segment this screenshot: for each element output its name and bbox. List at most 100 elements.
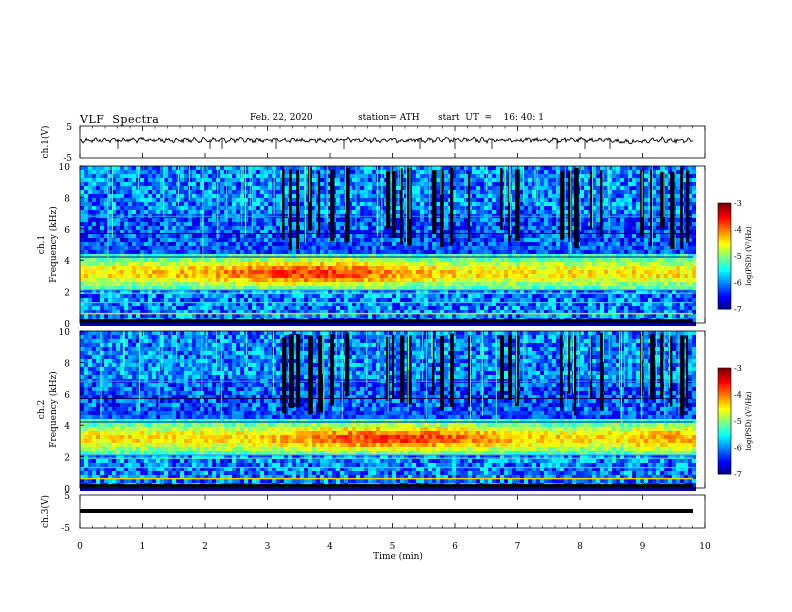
ch1-cell bbox=[540, 202, 544, 206]
ch1-cell bbox=[512, 294, 516, 298]
ch1-cell bbox=[412, 222, 416, 226]
ch1-cell bbox=[564, 278, 568, 282]
ch1-cell bbox=[496, 222, 500, 226]
ch1-cell bbox=[244, 194, 248, 198]
ch1-cell bbox=[92, 202, 96, 206]
ch1-cell bbox=[524, 234, 528, 238]
ch1-cell bbox=[252, 190, 256, 194]
ch1-cell bbox=[100, 306, 104, 310]
ch1-cell bbox=[200, 222, 204, 226]
ch1-cell bbox=[452, 298, 456, 302]
ch1-cell bbox=[300, 178, 304, 182]
ch1-cell bbox=[208, 294, 212, 298]
ch1-cell bbox=[108, 298, 112, 302]
ch1-cell bbox=[476, 170, 480, 174]
ch1-cell bbox=[232, 298, 236, 302]
ch1-cell bbox=[512, 230, 516, 234]
ch1-ytick-5: 5 bbox=[66, 123, 72, 133]
ch1-cell bbox=[112, 206, 116, 210]
ch1-cell bbox=[104, 250, 108, 254]
ch1-cell bbox=[364, 246, 368, 250]
ch1-cell bbox=[212, 178, 216, 182]
ch1-cell bbox=[124, 314, 128, 318]
ch1-cell bbox=[508, 278, 512, 282]
ch1-cell bbox=[248, 278, 252, 282]
ch1-cell bbox=[432, 306, 436, 310]
ch1-cell bbox=[320, 194, 324, 198]
ch1-cell bbox=[352, 226, 356, 230]
ch1-cell bbox=[500, 314, 504, 318]
ch1-cell bbox=[520, 310, 524, 314]
ch1-cell bbox=[484, 226, 488, 230]
ch1-cell bbox=[140, 314, 144, 318]
ch1-cell bbox=[92, 282, 96, 286]
ch1-cell bbox=[100, 182, 104, 186]
ch1-cell bbox=[240, 266, 244, 270]
ch1-cell bbox=[324, 186, 328, 190]
ch1-cell bbox=[496, 170, 500, 174]
ch1-cell bbox=[444, 222, 448, 226]
ch1-cell bbox=[328, 286, 332, 290]
ch1-cell bbox=[108, 290, 112, 294]
ch1-cell bbox=[364, 242, 368, 246]
ch1-cell bbox=[388, 306, 392, 310]
ch1-cell bbox=[340, 170, 344, 174]
ch1-cell bbox=[436, 306, 440, 310]
ch1-cell bbox=[316, 306, 320, 310]
ch1-cell bbox=[368, 238, 372, 242]
ch1-cell bbox=[112, 286, 116, 290]
ch1-cell bbox=[536, 274, 540, 278]
ch1-cell bbox=[228, 202, 232, 206]
ch1-cell bbox=[400, 250, 404, 254]
ch1-cell bbox=[80, 202, 84, 206]
ch1-cell bbox=[328, 322, 332, 326]
ch1-cell bbox=[304, 218, 308, 222]
ch1-cell bbox=[388, 274, 392, 278]
ch1-cell bbox=[292, 178, 296, 182]
ch1-cell bbox=[132, 242, 136, 246]
ch1-cell bbox=[428, 286, 432, 290]
ch1-cell bbox=[116, 182, 120, 186]
ch1-cell bbox=[476, 218, 480, 222]
ch1-cell bbox=[360, 286, 364, 290]
ch1-cell bbox=[340, 202, 344, 206]
ch1-cell bbox=[92, 302, 96, 306]
ch1-cell bbox=[164, 226, 168, 230]
ch1-cell bbox=[396, 258, 400, 262]
ch1-cell bbox=[248, 242, 252, 246]
ch1-cell bbox=[448, 294, 452, 298]
ch1-cell bbox=[348, 210, 352, 214]
ch1-cell bbox=[100, 222, 104, 226]
ch1-cell bbox=[384, 250, 388, 254]
ch1-cell bbox=[236, 282, 240, 286]
ch1-cell bbox=[116, 250, 120, 254]
ch1-cell bbox=[496, 262, 500, 266]
ch1-cell bbox=[440, 274, 444, 278]
ch1-cell bbox=[384, 266, 388, 270]
ch1-cell bbox=[172, 226, 176, 230]
ch1-cell bbox=[204, 230, 208, 234]
ch1-cell bbox=[192, 282, 196, 286]
ch1-cell bbox=[356, 238, 360, 242]
ch1-cell bbox=[528, 234, 532, 238]
ch1-cell bbox=[124, 218, 128, 222]
ch1-cell bbox=[116, 238, 120, 242]
ch1-cell bbox=[420, 314, 424, 318]
ch1-cell bbox=[312, 242, 316, 246]
ch1-cell bbox=[468, 298, 472, 302]
ch1-cell bbox=[92, 242, 96, 246]
ch1-cell bbox=[452, 250, 456, 254]
ch1-cell bbox=[424, 302, 428, 306]
ch1-cell bbox=[460, 238, 464, 242]
ch1-cell bbox=[304, 238, 308, 242]
ch1-cell bbox=[88, 234, 92, 238]
ch1-cell bbox=[360, 254, 364, 258]
ch1-cell bbox=[568, 262, 572, 266]
ch1-cell bbox=[532, 222, 536, 226]
ch1-cell bbox=[404, 222, 408, 226]
ch1-cell bbox=[452, 206, 456, 210]
ch1-cell bbox=[232, 246, 236, 250]
ch1-cell bbox=[196, 262, 200, 266]
ch1-cell bbox=[148, 294, 152, 298]
ch1-cell bbox=[520, 282, 524, 286]
